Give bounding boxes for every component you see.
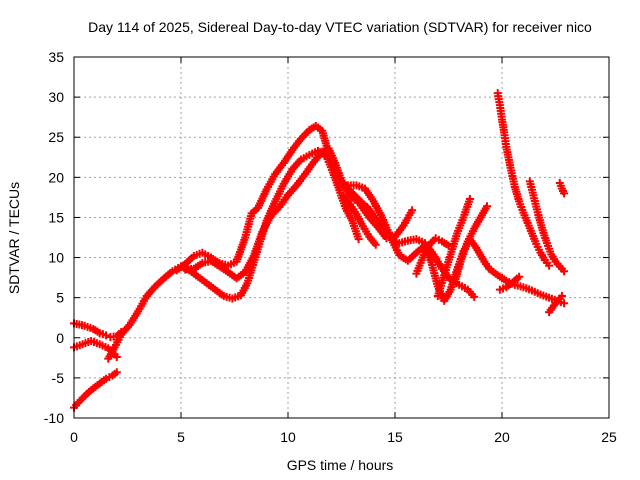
y-tick-label: -10 bbox=[44, 410, 64, 426]
y-tick-label: 25 bbox=[48, 129, 64, 145]
data-point bbox=[102, 331, 111, 340]
y-axis-label: SDTVAR / TECUs bbox=[6, 182, 22, 294]
data-point bbox=[112, 368, 121, 377]
data-point bbox=[545, 261, 554, 270]
series-track-i bbox=[339, 192, 380, 249]
chart-title: Day 114 of 2025, Sidereal Day-to-day VTE… bbox=[88, 19, 592, 35]
data-point bbox=[112, 353, 121, 362]
x-tick-label: 20 bbox=[494, 429, 510, 445]
x-tick-label: 0 bbox=[70, 429, 78, 445]
y-tick-label: 30 bbox=[48, 89, 64, 105]
y-tick-label: 0 bbox=[56, 330, 64, 346]
data-point bbox=[560, 267, 569, 276]
series-track-e bbox=[172, 121, 417, 275]
series-track-a bbox=[70, 368, 121, 412]
y-tick-label: 5 bbox=[56, 290, 64, 306]
series-track-k bbox=[433, 194, 474, 301]
x-tick-label: 10 bbox=[280, 429, 296, 445]
data-point bbox=[483, 202, 492, 211]
y-tick-label: 15 bbox=[48, 209, 64, 225]
data-point bbox=[382, 234, 391, 243]
data-point bbox=[557, 292, 566, 301]
series-track-n bbox=[525, 177, 569, 276]
series-track-o bbox=[495, 272, 524, 294]
y-tick-label: 10 bbox=[48, 250, 64, 266]
plot-frame bbox=[73, 56, 610, 419]
data-point bbox=[408, 206, 417, 215]
x-axis-label: GPS time / hours bbox=[287, 457, 394, 473]
data-point bbox=[470, 292, 479, 301]
series-track-m bbox=[493, 89, 554, 270]
x-tick-label: 25 bbox=[601, 429, 617, 445]
tick-layer: 0 5 10 15 20 25 -10 -5 0 5 10 15 20 25 30 35 bbox=[44, 49, 617, 445]
data-point bbox=[465, 194, 474, 203]
data-markers bbox=[70, 89, 569, 412]
y-tick-label: 20 bbox=[48, 169, 64, 185]
series-track-l bbox=[450, 202, 492, 286]
grid-layer bbox=[74, 57, 609, 418]
data-point bbox=[371, 240, 380, 249]
series-track-d bbox=[104, 146, 363, 363]
x-tick-label: 15 bbox=[387, 429, 403, 445]
y-tick-label: -5 bbox=[52, 370, 65, 386]
data-point bbox=[515, 272, 524, 281]
series-track-p bbox=[545, 292, 566, 317]
data-point bbox=[560, 299, 569, 308]
series-track-q bbox=[555, 178, 569, 198]
y-tick-label: 35 bbox=[48, 49, 64, 65]
x-tick-label: 5 bbox=[177, 429, 185, 445]
data-point bbox=[354, 235, 363, 244]
series-track-h bbox=[348, 189, 391, 243]
data-point bbox=[560, 189, 569, 198]
